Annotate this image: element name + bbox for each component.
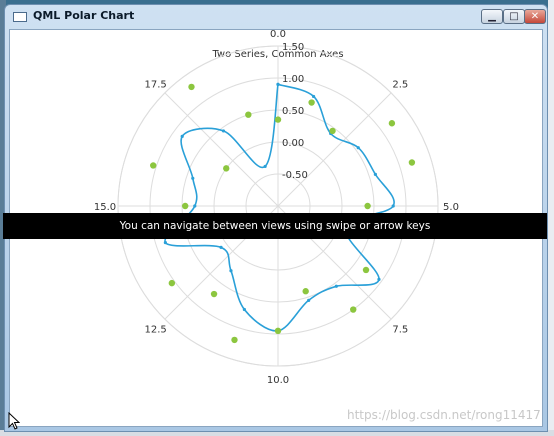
series-line-point (163, 240, 167, 245)
navigation-hint-banner: You can navigate between views using swi… (3, 213, 547, 239)
window-title: QML Polar Chart (33, 9, 135, 22)
angular-tick-label: 12.5 (145, 324, 167, 335)
angular-tick-label: 7.5 (392, 324, 408, 335)
series-line-point (221, 129, 226, 133)
series-line-point (180, 134, 184, 139)
radial-tick-label: -0.50 (282, 170, 308, 181)
desktop-background-right (548, 0, 554, 436)
series-line-point (311, 94, 316, 99)
desktop-background-bottom (0, 430, 554, 436)
angular-tick-label: 10.0 (267, 375, 289, 386)
scatter-point (329, 127, 336, 135)
angular-grid-line (164, 92, 279, 207)
title-bar[interactable]: QML Polar Chart ▁ □ ✕ (5, 5, 547, 29)
scatter-point (308, 99, 315, 106)
series-line-point (377, 277, 381, 281)
series-line-point (242, 307, 246, 312)
series-line-point (373, 172, 377, 176)
radial-tick-label: 0.00 (282, 138, 304, 149)
scatter-point (274, 116, 282, 123)
series-line-point (391, 204, 395, 208)
close-button[interactable]: ✕ (524, 9, 546, 24)
angular-tick-label: 5.0 (443, 202, 459, 213)
series-line-point (219, 245, 223, 249)
scatter-point (188, 83, 195, 91)
minimize-button[interactable]: ▁ (481, 9, 503, 24)
series-line-point (356, 146, 360, 150)
scatter-point (210, 290, 218, 298)
scatter-point (408, 159, 416, 166)
scatter-point (362, 266, 370, 274)
series-line-point (191, 176, 195, 180)
radial-tick-label: 1.00 (282, 74, 304, 85)
series-line-point (334, 284, 338, 288)
radial-tick-label: 0.50 (282, 106, 304, 117)
scatter-point (223, 165, 230, 172)
series-line-point (193, 204, 197, 208)
angular-tick-label: 15.0 (94, 202, 116, 213)
scatter-point (364, 202, 371, 210)
window-icon (13, 12, 27, 22)
scatter-point (231, 336, 238, 344)
series-line-point (229, 269, 233, 273)
scatter-point (302, 288, 309, 295)
radial-tick-label: 1.50 (282, 42, 304, 53)
mouse-cursor-icon (8, 412, 20, 430)
scatter-point (150, 162, 157, 169)
scatter-point (388, 120, 396, 127)
series-line-point (263, 164, 267, 169)
series-line-point (276, 82, 280, 86)
scatter-point (182, 202, 189, 210)
angular-tick-label: 17.5 (145, 80, 167, 91)
scatter-point (245, 111, 252, 118)
scatter-point (274, 327, 282, 334)
series-line-point (307, 298, 311, 302)
watermark-text: https://blog.csdn.net/rong11417 (347, 408, 541, 422)
angular-tick-label: 2.5 (392, 80, 408, 91)
maximize-button[interactable]: □ (503, 9, 525, 24)
scatter-point (350, 306, 357, 313)
scatter-point (168, 279, 176, 287)
angular-grid-line (277, 92, 392, 207)
angular-tick-label: 0.0 (270, 30, 286, 40)
